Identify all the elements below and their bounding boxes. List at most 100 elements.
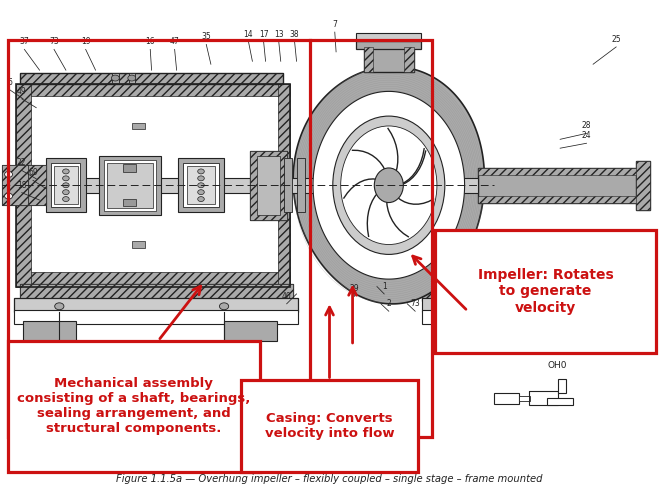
Circle shape: [111, 75, 119, 81]
Text: 49: 49: [17, 87, 26, 96]
Text: 35: 35: [202, 33, 211, 41]
Text: 13: 13: [274, 30, 283, 39]
Text: 37: 37: [20, 38, 29, 46]
Ellipse shape: [374, 168, 403, 203]
Bar: [547, 398, 573, 405]
Circle shape: [55, 303, 64, 310]
Text: 7: 7: [332, 20, 337, 29]
Bar: [422, 298, 521, 312]
Bar: [107, 163, 153, 208]
Bar: [28, 165, 46, 205]
Bar: [2, 165, 28, 205]
Text: 40: 40: [282, 292, 291, 301]
Polygon shape: [313, 91, 465, 279]
Text: Impeller: Rotates
to generate
velocity: Impeller: Rotates to generate velocity: [478, 268, 614, 315]
Bar: [297, 158, 305, 212]
Bar: [99, 156, 161, 215]
Bar: [284, 158, 292, 212]
Bar: [364, 47, 414, 72]
Bar: [20, 284, 293, 301]
Ellipse shape: [333, 116, 445, 254]
Circle shape: [63, 169, 69, 174]
Text: 6: 6: [7, 78, 13, 87]
Bar: [8, 40, 432, 437]
Text: 2: 2: [386, 299, 391, 308]
Text: 29: 29: [350, 285, 359, 293]
Bar: [250, 151, 287, 220]
Bar: [558, 379, 566, 393]
Text: 16: 16: [146, 38, 155, 46]
Text: Figure 1.1.5a — Overhung impeller – flexibly coupled – single stage – frame moun: Figure 1.1.5a — Overhung impeller – flex…: [116, 474, 543, 484]
Bar: [529, 391, 558, 405]
Bar: [46, 158, 86, 212]
Bar: [187, 166, 215, 204]
Circle shape: [63, 197, 69, 202]
Text: 38: 38: [290, 30, 299, 39]
Bar: [636, 161, 650, 210]
Circle shape: [63, 190, 69, 195]
Bar: [123, 199, 136, 206]
Bar: [14, 298, 298, 312]
Text: 25: 25: [612, 35, 621, 44]
Circle shape: [198, 190, 204, 195]
Ellipse shape: [341, 126, 437, 245]
Bar: [356, 41, 422, 49]
Bar: [478, 196, 639, 203]
Circle shape: [198, 169, 204, 174]
Bar: [132, 241, 145, 248]
Bar: [20, 73, 283, 84]
Text: 47: 47: [170, 38, 179, 46]
Circle shape: [5, 171, 13, 177]
Bar: [8, 341, 260, 472]
Circle shape: [5, 193, 13, 199]
Bar: [478, 168, 639, 175]
Text: 17: 17: [259, 30, 268, 39]
Text: Mechanical assembly
consisting of a shaft, bearings,
sealing arrangement, and
st: Mechanical assembly consisting of a shaf…: [17, 377, 250, 435]
Bar: [16, 272, 290, 287]
Bar: [23, 321, 76, 341]
Bar: [132, 123, 145, 129]
Bar: [16, 84, 290, 96]
Bar: [405, 47, 414, 72]
Bar: [183, 163, 219, 207]
Bar: [31, 96, 278, 272]
Bar: [2, 165, 28, 205]
Bar: [51, 163, 80, 207]
Text: Casing: Converts
velocity into flow: Casing: Converts velocity into flow: [265, 412, 394, 440]
Text: 1: 1: [382, 282, 387, 291]
Bar: [356, 33, 422, 41]
Bar: [123, 164, 136, 172]
Bar: [422, 283, 521, 301]
Bar: [241, 380, 418, 472]
Bar: [20, 73, 283, 84]
Circle shape: [198, 183, 204, 188]
Circle shape: [198, 176, 204, 181]
Text: 73: 73: [49, 38, 59, 46]
Bar: [257, 156, 280, 215]
Circle shape: [128, 75, 136, 81]
Bar: [364, 47, 373, 72]
Circle shape: [219, 303, 229, 310]
Bar: [129, 73, 135, 83]
Bar: [478, 168, 639, 203]
Bar: [422, 310, 521, 324]
Bar: [28, 165, 46, 205]
Bar: [422, 283, 521, 301]
Bar: [54, 166, 78, 204]
Bar: [16, 84, 290, 287]
Bar: [250, 151, 287, 220]
Text: 69: 69: [28, 168, 38, 177]
Bar: [278, 84, 290, 287]
Text: 73: 73: [411, 299, 420, 308]
Bar: [14, 310, 298, 324]
Circle shape: [198, 197, 204, 202]
Text: 19: 19: [81, 38, 90, 46]
Polygon shape: [293, 67, 484, 304]
Circle shape: [63, 176, 69, 181]
Text: 22: 22: [17, 159, 26, 167]
Circle shape: [63, 183, 69, 188]
Text: 28: 28: [582, 122, 591, 130]
Bar: [104, 160, 156, 211]
Bar: [3, 178, 478, 193]
Text: 24: 24: [582, 131, 591, 140]
